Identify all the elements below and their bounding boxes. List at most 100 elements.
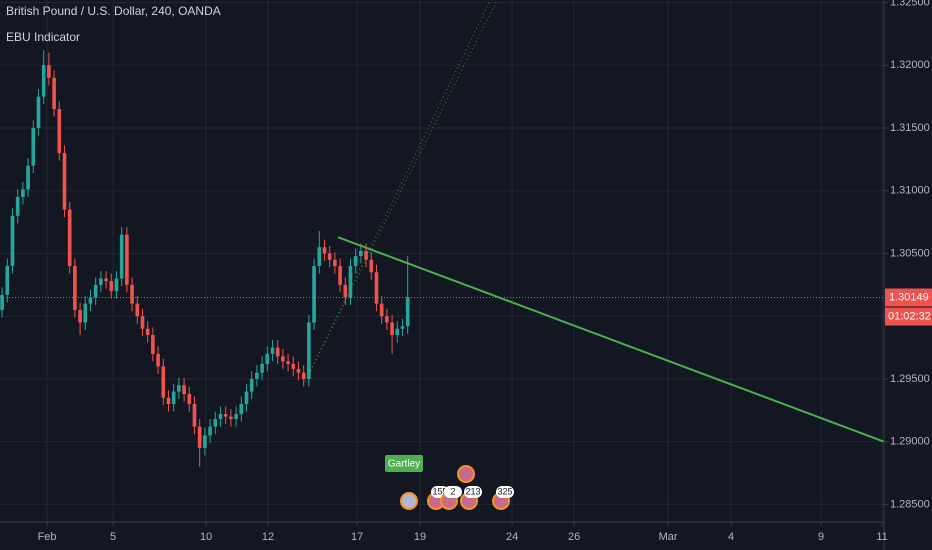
candle-body xyxy=(171,391,176,405)
candle-body xyxy=(374,272,379,304)
candle-body xyxy=(130,284,134,304)
candle-body xyxy=(15,197,20,216)
candle-body xyxy=(109,281,114,292)
candle-body xyxy=(369,259,374,273)
y-tick-label: 1.31000 xyxy=(890,185,930,197)
candle-body xyxy=(151,335,155,354)
x-tick-label: 9 xyxy=(818,531,824,543)
candle-body xyxy=(395,328,400,336)
candle-body xyxy=(104,278,108,282)
candle-body xyxy=(99,278,103,285)
candle-body xyxy=(73,266,77,310)
plot xyxy=(0,0,885,467)
candle-body xyxy=(338,266,342,285)
candle-body xyxy=(5,266,10,295)
candle-body xyxy=(385,316,389,323)
y-tick-label: 1.29000 xyxy=(890,436,930,448)
candle-body xyxy=(390,322,394,336)
pattern-badge xyxy=(385,455,423,472)
candle-body xyxy=(10,215,15,267)
candle-body xyxy=(301,372,306,379)
candle-body xyxy=(348,266,353,298)
candle-body xyxy=(327,253,332,260)
x-tick-label: Mar xyxy=(659,531,678,543)
candle-body xyxy=(255,372,259,379)
event-count: 155 xyxy=(432,486,447,496)
pattern-label: Gartley xyxy=(388,459,420,470)
indicator-name: EBU Indicator xyxy=(6,30,80,44)
candle-body xyxy=(281,356,285,362)
candle-body xyxy=(57,109,62,154)
trend-line xyxy=(337,236,885,443)
event-count-badge xyxy=(496,486,514,498)
candle-body xyxy=(208,426,212,436)
candle-body xyxy=(161,366,166,398)
candle-body xyxy=(0,294,4,310)
candle-body xyxy=(62,153,67,210)
candle-body xyxy=(239,404,244,415)
candle-body xyxy=(213,419,218,427)
trend-line xyxy=(304,0,491,382)
candle-body xyxy=(119,234,124,279)
candle-body xyxy=(41,65,46,97)
event-count: 213 xyxy=(465,486,480,496)
candle-body xyxy=(192,404,197,427)
y-tick-label: 1.32500 xyxy=(890,0,930,8)
candle-body xyxy=(21,189,25,198)
x-tick-label: 19 xyxy=(414,531,426,543)
x-tick-label: 24 xyxy=(506,531,518,543)
candle-body xyxy=(353,255,358,267)
candle-body xyxy=(78,309,82,323)
candle-body xyxy=(187,394,192,405)
x-tick-label: 5 xyxy=(110,531,116,543)
grid xyxy=(0,0,884,522)
x-tick-label: 4 xyxy=(728,531,734,543)
candle-body xyxy=(83,303,88,323)
candle-body xyxy=(359,250,363,256)
event-count-badge xyxy=(464,486,482,498)
candle-body xyxy=(307,322,311,379)
x-tick-label: 26 xyxy=(568,531,580,543)
event-count-badge xyxy=(444,486,462,498)
candle-body xyxy=(52,77,56,110)
chart-title: British Pound / U.S. Dollar, 240, OANDA xyxy=(6,4,221,18)
candle-body xyxy=(36,96,41,128)
last-price-label: 1.30149 xyxy=(889,291,929,303)
candle-body xyxy=(244,391,249,405)
x-tick-label: 11 xyxy=(876,531,887,543)
candle-body xyxy=(166,397,171,405)
candle-body xyxy=(197,426,202,448)
countdown-badge xyxy=(885,307,932,326)
candle-body xyxy=(333,259,337,267)
candle-body xyxy=(223,414,228,417)
x-tick-label: 12 xyxy=(262,531,274,543)
candle-body xyxy=(265,353,270,364)
candle-body xyxy=(400,326,405,329)
candle-body xyxy=(229,416,233,420)
candle-body xyxy=(270,347,275,354)
candle-body xyxy=(26,165,30,190)
candle-body xyxy=(296,368,301,373)
candle-body xyxy=(343,284,348,298)
candle-body xyxy=(260,363,264,373)
candle-body xyxy=(249,378,254,392)
candle-body xyxy=(135,303,140,317)
y-tick-label: 1.28500 xyxy=(890,498,930,510)
candle-body xyxy=(140,316,145,329)
candle-body xyxy=(317,247,322,267)
candle-body xyxy=(156,353,160,367)
event-count: 2 xyxy=(450,486,455,496)
event-icon xyxy=(400,492,418,510)
candle-body xyxy=(405,297,410,327)
candle-body xyxy=(275,347,280,357)
candle-body xyxy=(47,65,51,78)
event-count: 325 xyxy=(497,486,512,496)
candle-body xyxy=(67,209,72,267)
candle-body xyxy=(182,385,186,395)
candle-body xyxy=(286,361,290,364)
candle-body xyxy=(203,435,207,448)
candle-body xyxy=(234,414,238,420)
x-tick-label: 10 xyxy=(200,531,212,543)
candle-body xyxy=(291,363,296,369)
